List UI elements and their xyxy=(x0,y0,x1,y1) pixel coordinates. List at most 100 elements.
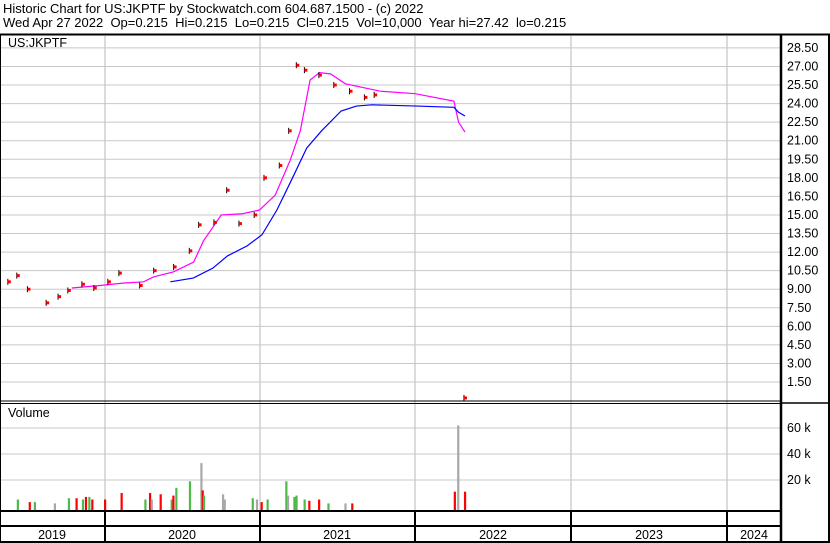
price-point xyxy=(333,83,337,87)
volume-bar xyxy=(81,499,85,510)
price-point xyxy=(58,295,62,299)
price-point xyxy=(296,63,300,67)
chart-frame xyxy=(0,33,830,543)
year-tick-label: 2021 xyxy=(323,528,351,542)
price-point xyxy=(304,68,308,72)
price-tick-label: 25.50 xyxy=(787,78,818,92)
symbol-label: US:JKPTF xyxy=(8,36,67,50)
price-tick-label: 21.00 xyxy=(787,134,818,148)
volume-bar xyxy=(172,495,175,510)
price-points xyxy=(0,62,467,401)
volume-tick-label: 40 k xyxy=(787,447,811,461)
volume-bar xyxy=(293,496,296,510)
volume-bar xyxy=(75,498,78,510)
price-tick-label: 6.00 xyxy=(787,319,811,333)
volume-bar xyxy=(463,491,467,510)
volume-bar xyxy=(201,490,204,510)
year-tick-label: 2022 xyxy=(479,528,507,542)
price-point xyxy=(238,222,242,226)
volume-bar xyxy=(200,463,203,510)
price-point xyxy=(173,265,177,269)
year-tick-label: 2019 xyxy=(38,528,66,542)
price-point xyxy=(213,220,217,224)
volume-bar xyxy=(170,499,173,510)
quote-summary: Wed Apr 27 2022 Op=0.215 Hi=0.215 Lo=0.2… xyxy=(3,15,567,30)
volume-bar xyxy=(251,498,254,510)
price-tick-label: 12.00 xyxy=(787,245,818,259)
volume-bar xyxy=(351,503,354,510)
price-point xyxy=(288,129,292,133)
volume-bar xyxy=(144,499,147,510)
volume-bar xyxy=(175,487,178,510)
price-tick-label: 7.50 xyxy=(787,301,811,315)
price-tick-label: 9.00 xyxy=(787,282,811,296)
volume-bar xyxy=(318,499,321,510)
volume-bar xyxy=(67,498,71,510)
price-tick-label: 16.50 xyxy=(787,189,818,203)
price-tick-label: 15.00 xyxy=(787,208,818,222)
volume-label: Volume xyxy=(8,406,50,420)
volume-bar xyxy=(148,493,152,510)
volume-bar xyxy=(308,500,311,510)
price-tick-label: 1.50 xyxy=(787,375,811,389)
price-tick-label: 22.50 xyxy=(787,115,818,129)
volume-bar xyxy=(453,491,456,510)
volume-tick-label: 20 k xyxy=(787,473,811,487)
year-tick-label: 2023 xyxy=(635,528,663,542)
volume-bar xyxy=(150,499,153,510)
volume-bar xyxy=(202,495,206,510)
volume-bar xyxy=(84,496,88,510)
price-point xyxy=(364,95,368,99)
price-point xyxy=(107,280,111,284)
volume-bar xyxy=(104,499,107,510)
price-point xyxy=(93,286,97,290)
volume-bar xyxy=(33,502,36,510)
volume-bar xyxy=(457,425,460,510)
price-tick-label: 3.00 xyxy=(787,356,811,370)
price-point xyxy=(189,249,193,253)
volume-bar xyxy=(159,494,162,510)
price-tick-label: 4.50 xyxy=(787,338,811,352)
volume-axis-labels: 60 k 40 k 20 k xyxy=(787,421,811,487)
volume-bar xyxy=(120,493,123,510)
volume-bar xyxy=(260,502,263,510)
price-point xyxy=(349,89,353,93)
volume-bar xyxy=(16,499,19,510)
price-tick-label: 19.50 xyxy=(787,152,818,166)
price-tick-label: 10.50 xyxy=(787,264,818,278)
price-point xyxy=(139,284,143,288)
price-point xyxy=(16,274,20,278)
price-point xyxy=(46,301,50,305)
volume-bar xyxy=(255,499,259,510)
price-tick-label: 28.50 xyxy=(787,41,818,55)
price-tick-label: 13.50 xyxy=(787,227,818,241)
volume-bar xyxy=(221,494,225,510)
chart-title: Historic Chart for US:JKPTF by Stockwatc… xyxy=(3,1,424,16)
grid-lines xyxy=(0,36,780,510)
long-moving-average-line xyxy=(170,104,466,283)
year-axis-labels: 2019 2020 2021 2022 2023 2024 xyxy=(38,528,768,542)
volume-bar xyxy=(327,503,330,510)
volume-bar xyxy=(295,495,298,510)
price-point xyxy=(226,188,230,192)
price-axis-labels: 28.50 27.00 25.50 24.00 22.50 21.00 19.50 18.00… xyxy=(787,41,818,389)
price-point xyxy=(7,280,11,284)
volume-bars xyxy=(16,425,467,510)
volume-bar xyxy=(286,495,290,510)
volume-tick-label: 60 k xyxy=(787,421,811,435)
price-point xyxy=(27,287,31,291)
volume-bar xyxy=(344,503,347,510)
year-tick-label: 2024 xyxy=(740,528,768,542)
volume-bar xyxy=(88,496,91,510)
volume-bar xyxy=(223,499,226,510)
volume-bar xyxy=(266,499,269,510)
volume-bar xyxy=(188,481,192,510)
price-point xyxy=(67,288,71,292)
price-point xyxy=(118,271,122,275)
price-tick-label: 24.00 xyxy=(787,97,818,111)
volume-bar xyxy=(53,503,56,510)
price-tick-label: 27.00 xyxy=(787,59,818,73)
price-point xyxy=(198,223,202,227)
volume-bar xyxy=(285,481,288,510)
